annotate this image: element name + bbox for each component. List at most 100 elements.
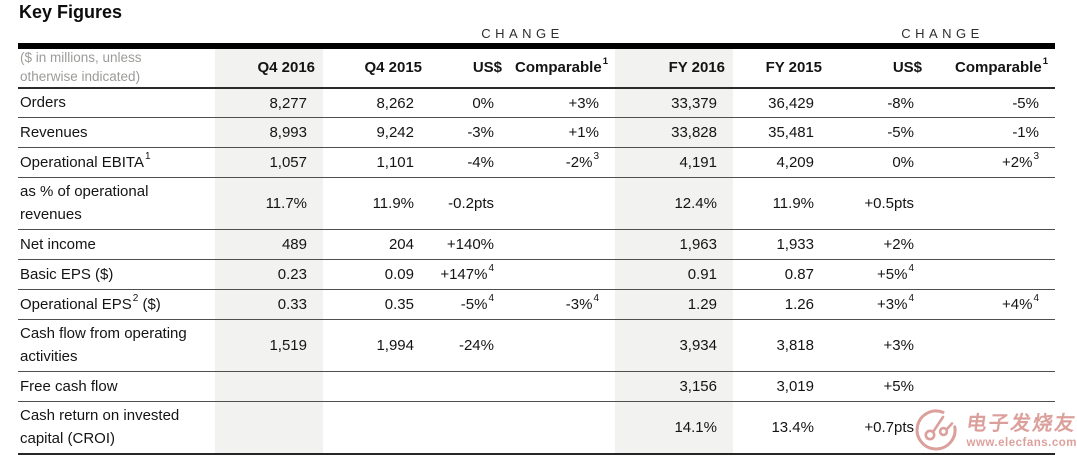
- col-header-fy-2016: FY 2016: [615, 46, 733, 89]
- table-cell: +3%4: [830, 289, 930, 320]
- table-cell: [930, 319, 1055, 372]
- table-row: Orders 8,277 8,262 0% +3% 33,379 36,429 -8% -5%: [18, 88, 1055, 118]
- table-cell: 8,993: [215, 117, 323, 148]
- table-cell: 1,994: [323, 319, 430, 372]
- table-cell: 13.4%: [733, 401, 830, 455]
- table-cell: -24%: [430, 319, 510, 372]
- table-cell: +0.7pts: [830, 401, 930, 455]
- table-cell: 9,242: [323, 117, 430, 148]
- col-header-fy-2015: FY 2015: [733, 46, 830, 89]
- table-cell: 1,101: [323, 147, 430, 178]
- table-row: Free cash flow 3,156 3,019 +5%: [18, 371, 1055, 402]
- table-cell: 1.29: [615, 289, 733, 320]
- table-row: Basic EPS ($) 0.23 0.09 +147%4 0.91 0.87 +5%4: [18, 259, 1055, 290]
- table-cell: [215, 401, 323, 455]
- table-cell: 3,019: [733, 371, 830, 402]
- col-header-comparable-q4: Comparable1: [510, 46, 615, 89]
- row-label: Operational EBITA1: [18, 147, 215, 178]
- table-cell: [930, 259, 1055, 290]
- table-cell: 4,209: [733, 147, 830, 178]
- table-note-text: ($ in millions, unless otherwise indicat…: [20, 50, 142, 84]
- change-header-q4: CHANGE: [481, 26, 564, 41]
- table-cell: +5%: [830, 371, 930, 402]
- table-cell: [930, 401, 1055, 455]
- table-cell: +2%3: [930, 147, 1055, 178]
- table-cell: [930, 177, 1055, 230]
- table-cell: -5%: [1012, 94, 1039, 112]
- table-row: Operational EBITA1 1,057 1,101 -4% -2%3 4,191…: [18, 147, 1055, 178]
- table-cell: 36,429: [768, 94, 814, 112]
- table-cell: 11.9%: [733, 177, 830, 230]
- table-row: Operational EPS2 ($) 0.33 0.35 -5%4 -3%4 1.29…: [18, 289, 1055, 320]
- column-header-label: Comparable: [515, 59, 602, 77]
- table-cell: +2%: [830, 229, 930, 260]
- table-cell: 8,277: [269, 94, 307, 112]
- table-cell: 0%: [472, 94, 494, 112]
- row-label: as % of operational revenues: [18, 177, 215, 230]
- row-label: Revenues: [18, 117, 215, 148]
- table-cell: 0.35: [323, 289, 430, 320]
- change-header-fy: CHANGE: [901, 26, 984, 41]
- table-row: Net income 489 204 +140% 1,963 1,933 +2%: [18, 229, 1055, 260]
- table-cell: 12.4%: [615, 177, 733, 230]
- table-cell: -2%3: [510, 147, 615, 178]
- column-header-label: Q4 2016: [257, 59, 315, 77]
- table-cell: +1%: [510, 117, 615, 148]
- table-cell: [930, 229, 1055, 260]
- table-cell: +0.5pts: [830, 177, 930, 230]
- table-cell: -8%: [887, 94, 914, 112]
- table-cell: 33,379: [671, 94, 717, 112]
- table-cell: 14.1%: [615, 401, 733, 455]
- table-cell: 0.33: [215, 289, 323, 320]
- table-cell: -3%4: [510, 289, 615, 320]
- column-header-label: FY 2016: [668, 59, 725, 77]
- table-note: ($ in millions, unless otherwise indicat…: [18, 46, 215, 89]
- table-cell: 3,818: [733, 319, 830, 372]
- table-header-row: ($ in millions, unless otherwise indicat…: [18, 46, 1055, 89]
- table-cell: [510, 177, 615, 230]
- table-row: Cash return on invested capital (CROI) 14…: [18, 401, 1055, 455]
- table-cell: 33,828: [615, 117, 733, 148]
- table-cell: -5%: [830, 117, 930, 148]
- table-cell: -3%: [430, 117, 510, 148]
- table-cell: [510, 319, 615, 372]
- col-header-q4-2015: Q4 2015: [323, 46, 430, 89]
- table-cell: 8,262: [376, 94, 414, 112]
- col-header-usd-fy: US$: [830, 46, 930, 89]
- row-label: Free cash flow: [18, 371, 215, 402]
- column-header-label: US$: [472, 59, 502, 77]
- table-cell: [323, 401, 430, 455]
- col-header-q4-2016: Q4 2016: [215, 46, 323, 89]
- row-label: Cash return on invested capital (CROI): [18, 401, 215, 455]
- table-cell: 0.09: [323, 259, 430, 290]
- table-cell: [430, 371, 510, 402]
- table-cell: +4%4: [930, 289, 1055, 320]
- table-row: as % of operational revenues 11.7% 11.9% -0…: [18, 177, 1055, 230]
- row-label: Orders: [20, 93, 66, 111]
- table-cell: -0.2pts: [430, 177, 510, 230]
- row-label: Operational EPS2 ($): [18, 289, 215, 320]
- table-cell: 0.23: [215, 259, 323, 290]
- table-cell: [510, 229, 615, 260]
- table-cell: [215, 371, 323, 402]
- table-cell: 1,519: [215, 319, 323, 372]
- table-cell: [930, 371, 1055, 402]
- row-label: Net income: [18, 229, 215, 260]
- table-cell: 1,933: [733, 229, 830, 260]
- column-header-label: US$: [892, 59, 922, 77]
- table-cell: +3%: [830, 319, 930, 372]
- table-cell: 0.91: [615, 259, 733, 290]
- table-cell: 35,481: [733, 117, 830, 148]
- table-cell: +3%: [568, 94, 599, 112]
- table-cell: 1.26: [733, 289, 830, 320]
- table-cell: +147%4: [430, 259, 510, 290]
- table-cell: 1,963: [615, 229, 733, 260]
- table-cell: [510, 259, 615, 290]
- table-cell: -4%: [430, 147, 510, 178]
- row-label: Basic EPS ($): [18, 259, 215, 290]
- col-header-comparable-fy: Comparable1: [930, 46, 1055, 89]
- table-cell: 204: [323, 229, 430, 260]
- col-header-usd-q4: US$: [430, 46, 510, 89]
- table-cell: [430, 401, 510, 455]
